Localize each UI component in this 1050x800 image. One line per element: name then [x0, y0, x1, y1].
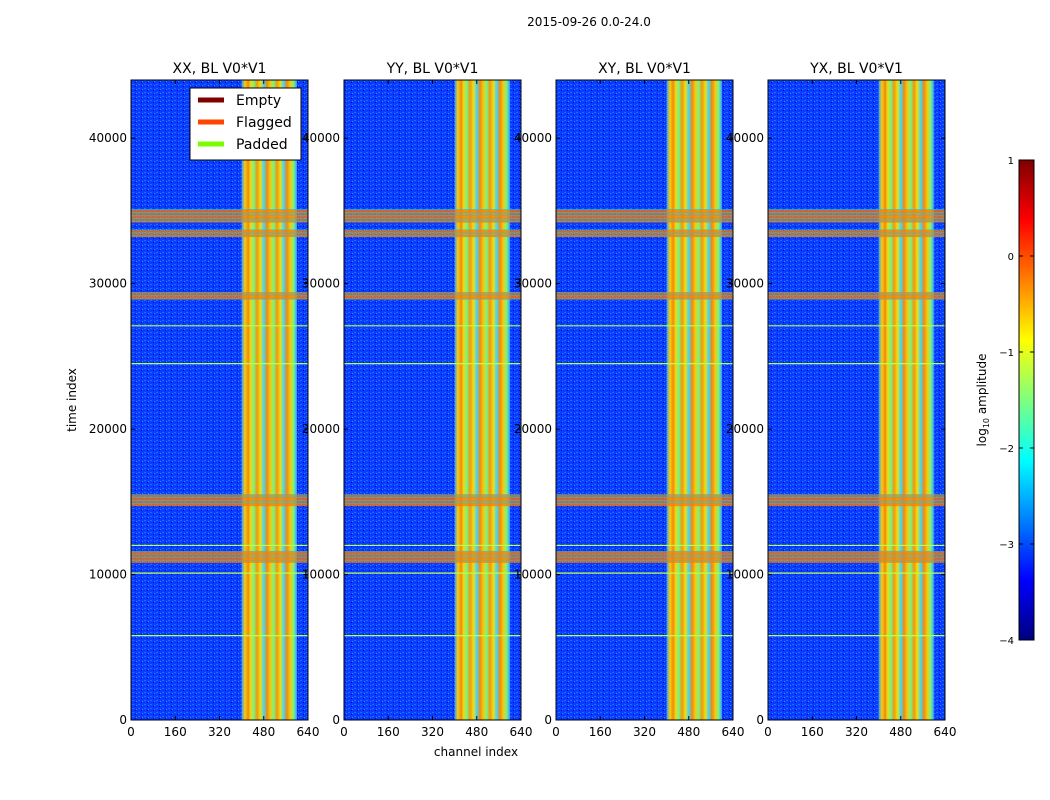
legend: Empty Flagged Padded	[189, 87, 302, 161]
panel-4: YX, BL V0*V1 0 160 320 480 640 0 10000 20000 3000…	[726, 61, 957, 739]
panels-group: XX, BL V0*V1 0 160 320 480 640 0 10000 20000 3000…	[89, 61, 957, 739]
y-axis-label: time index	[65, 368, 79, 432]
x-tick-label: 480	[889, 725, 912, 739]
x-tick-label: 0	[127, 725, 135, 739]
flagged-range	[131, 229, 308, 238]
x-tick-label: 0	[340, 725, 348, 739]
flagged-range	[768, 229, 945, 238]
flagged-range	[556, 209, 733, 223]
x-tick-label: 160	[164, 725, 187, 739]
y-tick-label: 0	[544, 713, 552, 727]
y-tick-label: 30000	[89, 277, 127, 291]
x-tick-label: 160	[801, 725, 824, 739]
heatmap-band	[666, 80, 722, 720]
x-tick-label: 320	[208, 725, 231, 739]
y-tick-label: 10000	[726, 568, 764, 582]
flagged-range	[768, 292, 945, 300]
x-tick-label: 480	[252, 725, 275, 739]
y-tick-label: 0	[119, 713, 127, 727]
panel-title: YX, BL V0*V1	[809, 61, 903, 77]
colorbar-tick-label: −3	[999, 540, 1014, 551]
x-tick-label: 0	[764, 725, 772, 739]
flagged-range	[556, 292, 733, 300]
y-tick-label: 20000	[89, 422, 127, 436]
flagged-range	[131, 292, 308, 300]
colorbar-tick-label: −1	[999, 348, 1014, 359]
colorbar-tick-label: 0	[1008, 252, 1014, 263]
x-tick-label: 640	[510, 725, 533, 739]
y-tick-label: 0	[332, 713, 340, 727]
y-tick-label: 20000	[302, 422, 340, 436]
x-tick-label: 320	[421, 725, 444, 739]
colorbar-label: log10 amplitude	[975, 354, 991, 447]
panel-title: YY, BL V0*V1	[386, 61, 479, 77]
flagged-range	[768, 209, 945, 223]
y-tick-label: 40000	[514, 131, 552, 145]
x-tick-label: 320	[845, 725, 868, 739]
y-tick-label: 20000	[514, 422, 552, 436]
x-tick-label: 480	[677, 725, 700, 739]
y-tick-label: 20000	[726, 422, 764, 436]
colorbar-tick-label: 1	[1008, 156, 1014, 167]
panel-3: XY, BL V0*V1 0 160 320 480 640 0 10000 20000 3000…	[514, 61, 745, 739]
y-tick-label: 40000	[89, 131, 127, 145]
y-tick-label: 40000	[726, 131, 764, 145]
flagged-range	[344, 292, 521, 300]
y-tick-label: 30000	[514, 277, 552, 291]
heatmap-band	[878, 80, 934, 720]
legend-label: Flagged	[236, 115, 292, 131]
x-tick-label: 480	[465, 725, 488, 739]
legend-label: Padded	[236, 137, 288, 153]
y-tick-label: 40000	[302, 131, 340, 145]
x-axis-label: channel index	[434, 745, 518, 759]
colorbar-tick-label: −2	[999, 444, 1014, 455]
y-tick-label: 30000	[302, 277, 340, 291]
flagged-range	[556, 229, 733, 238]
x-tick-label: 160	[377, 725, 400, 739]
flagged-range	[344, 209, 521, 223]
colorbar: −4 −3 −2 −1 0 1 log10 amplitude	[975, 156, 1035, 647]
flagged-range	[131, 209, 308, 223]
flagged-range	[344, 229, 521, 238]
x-tick-label: 640	[722, 725, 745, 739]
figure-suptitle: 2015-09-26 0.0-24.0	[527, 15, 651, 29]
colorbar-tick-label: −4	[999, 636, 1014, 647]
x-tick-label: 320	[633, 725, 656, 739]
panel-title: XY, BL V0*V1	[598, 61, 691, 77]
colorbar-gradient	[1018, 159, 1035, 641]
x-tick-label: 640	[934, 725, 957, 739]
x-tick-label: 0	[552, 725, 560, 739]
heatmap-band	[454, 80, 510, 720]
y-tick-label: 10000	[89, 568, 127, 582]
x-tick-label: 640	[297, 725, 320, 739]
panel-title: XX, BL V0*V1	[173, 61, 267, 77]
y-tick-label: 0	[756, 713, 764, 727]
panel-1: XX, BL V0*V1 0 160 320 480 640 0 10000 20000 3000…	[89, 61, 320, 739]
x-tick-label: 160	[589, 725, 612, 739]
heatmap-band	[241, 80, 297, 720]
legend-label: Empty	[236, 93, 281, 109]
y-tick-label: 30000	[726, 277, 764, 291]
panel-2: YY, BL V0*V1 0 160 320 480 640 0 10000 20000 3000…	[302, 61, 533, 739]
y-tick-label: 10000	[514, 568, 552, 582]
y-tick-label: 10000	[302, 568, 340, 582]
